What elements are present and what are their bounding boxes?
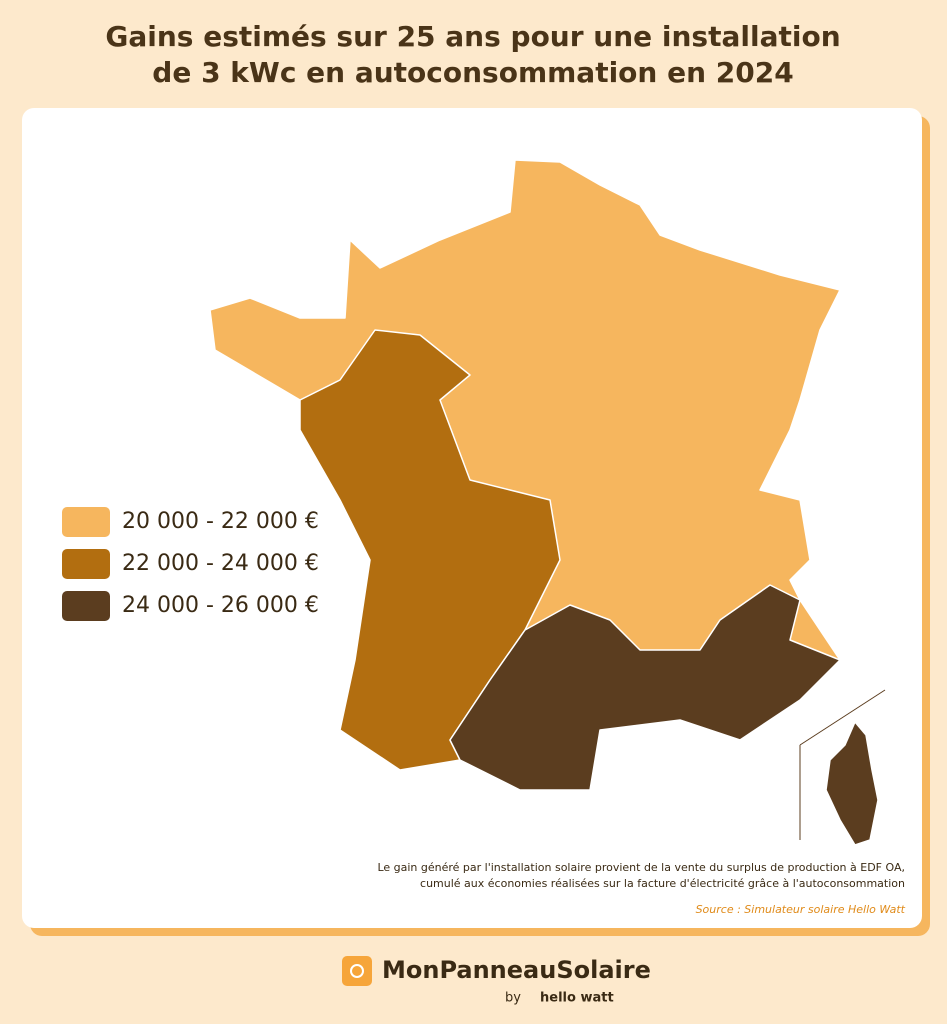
brand-name: MonPanneauSolaire xyxy=(382,956,651,984)
france-map xyxy=(209,159,886,846)
note-line: cumulé aux économies réalisées sur la fa… xyxy=(420,877,905,890)
legend-swatch xyxy=(62,507,110,537)
brand-icon-sun xyxy=(350,964,364,978)
title-line: Gains estimés sur 25 ans pour une instal… xyxy=(105,20,840,53)
legend-label: 24 000 - 26 000 € xyxy=(122,593,319,618)
legend-label: 20 000 - 22 000 € xyxy=(122,509,319,534)
legend-swatch xyxy=(62,549,110,579)
brand-by: by xyxy=(505,991,521,1006)
map-region xyxy=(825,721,879,846)
legend: 20 000 - 22 000 € 22 000 - 24 000 € 24 000… xyxy=(62,507,319,621)
brand-partner: hello watt xyxy=(540,991,614,1006)
note-line: Le gain généré par l'installation solair… xyxy=(377,861,905,874)
legend-swatch xyxy=(62,591,110,621)
brand-icon xyxy=(342,956,372,986)
inset-frame xyxy=(799,689,886,746)
source: Source : Simulateur solaire Hello Watt xyxy=(696,903,906,916)
map-region xyxy=(449,584,841,791)
title-line: de 3 kWc en autoconsommation en 2024 xyxy=(152,56,793,89)
legend-label: 22 000 - 24 000 € xyxy=(122,551,319,576)
map-region xyxy=(299,329,561,771)
